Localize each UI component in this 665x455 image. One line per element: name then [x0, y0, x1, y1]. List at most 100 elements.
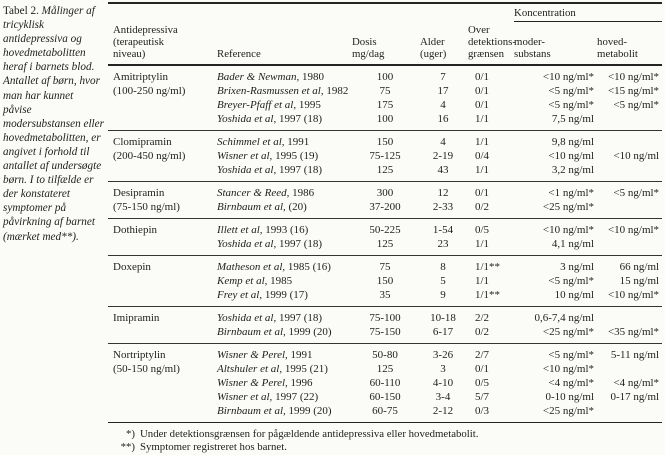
concentration-group-header: Koncentration: [514, 3, 663, 22]
reference-year: 1995 (19): [272, 149, 319, 162]
reference-cell: Wisner et al, 1995 (19): [217, 149, 352, 163]
mother-substance-value: <25 ng/ml*: [542, 200, 595, 213]
metabolite-value: 15 ng/ml: [619, 274, 660, 287]
reference-cell: Kemp et al, 1985: [217, 274, 352, 288]
metabolite-value: 0-17 ng/ml: [610, 390, 660, 403]
reference-year: 1986: [289, 186, 315, 199]
age-value: 43: [437, 163, 449, 176]
reference-year: 1980: [299, 70, 324, 83]
drug-level: (75-150 ng/ml): [113, 200, 180, 213]
age-value: 10-18: [430, 311, 456, 324]
table-row: (100-250 ng/ml) Brixen-Rasmussen et al, 1…: [108, 84, 662, 98]
drug-level: [108, 376, 217, 390]
reference-authors: Birnbaum et al,: [217, 404, 286, 417]
metabolite-value: <4 ng/ml*: [613, 376, 660, 389]
age-value: 5: [440, 274, 446, 287]
reference-cell: Wisner & Perel, 1996: [217, 376, 352, 390]
dose-value: 60-110: [369, 376, 401, 389]
reference-year: 1993 (16): [262, 223, 309, 236]
reference-authors: Altshuler et al,: [217, 362, 283, 375]
drug-name: Amitriptylin: [113, 70, 168, 83]
col-detection-limit: Over detektions- grænsen: [468, 23, 516, 60]
detection-value: 1/1: [475, 112, 490, 125]
dose-value: 75-125: [369, 149, 401, 162]
table-row: Kemp et al, 1985 150 5 1/1 <5 ng/ml* 15 ng/ml: [108, 274, 662, 288]
drug-level: (50-150 ng/ml): [113, 362, 180, 375]
detection-value: 0/1: [475, 84, 490, 97]
table-row: Yoshida et al, 1997 (18) 125 43 1/1 3,2 ng/m…: [108, 163, 662, 182]
reference-year: 1999 (17): [262, 288, 308, 301]
reference-year: 1997 (18): [276, 112, 323, 125]
reference-cell: Birnbaum et al, (20): [217, 200, 352, 219]
reference-year: (20): [285, 200, 307, 213]
mother-substance-value: <10 ng/ml*: [542, 70, 595, 83]
drug-level: [108, 163, 217, 182]
reference-year: 1991: [287, 348, 313, 361]
table-row: (50-150 ng/ml) Altshuler et al, 1995 (21)…: [108, 362, 662, 376]
table-row: Birnbaum et al, 1999 (20) 60-75 2-12 0/3 <25…: [108, 404, 662, 423]
drug-group: Amitriptylin Bader & Newman, 1980 100 7 0/1 <…: [108, 64, 663, 131]
dose-value: 75: [379, 260, 391, 273]
column-header-row: Antidepressiva (terapeutisk niveau) Refe…: [108, 22, 662, 65]
dose-value: 125: [376, 362, 394, 375]
reference-year: 1995: [296, 98, 321, 111]
table-header: Koncentration Antidepressiva (terapeutis…: [108, 3, 663, 65]
footnote-marker: **): [120, 441, 135, 453]
concentration-header-row: Koncentration: [108, 3, 663, 22]
table-row: Birnbaum et al, 1999 (20) 75-150 6-17 0/2 <2…: [108, 325, 662, 344]
mother-substance-value: <10 ng/ml*: [542, 223, 595, 236]
detection-value: 0/1: [475, 362, 490, 375]
header-spacer: [108, 3, 514, 22]
reference-year: 1996: [287, 376, 313, 389]
reference-authors: Bader & Newman,: [217, 70, 300, 83]
col-dose: Dosis mg/dag: [352, 35, 385, 60]
age-value: 4: [440, 135, 446, 148]
drug-level: [108, 404, 217, 423]
metabolite-value: [597, 200, 662, 219]
drug-name: Desipramin: [113, 186, 165, 199]
detection-value: 0/1: [475, 186, 490, 199]
dose-value: 175: [376, 98, 394, 111]
reference-authors: Yoshida et al,: [217, 237, 277, 250]
drug-name: Nortriptylin: [113, 348, 166, 361]
drug-name: Dothiepin: [113, 223, 157, 236]
reference-authors: Frey et al,: [217, 288, 263, 301]
table-row: (200-450 ng/ml) Wisner et al, 1995 (19) 75…: [108, 149, 662, 163]
mother-substance-value: <25 ng/ml*: [542, 404, 595, 417]
dose-value: 100: [376, 112, 394, 125]
reference-year: 1997 (18): [276, 237, 323, 250]
metabolite-value: <5 ng/ml*: [613, 98, 660, 111]
reference-cell: Yoshida et al, 1997 (18): [217, 163, 352, 182]
mother-substance-value: 0-10 ng/ml: [545, 390, 595, 403]
detection-value: 0/5: [475, 223, 490, 236]
table-row: (75-150 ng/ml) Birnbaum et al, (20) 37-200…: [108, 200, 662, 219]
drug-level: [108, 390, 217, 404]
age-value: 2-19: [432, 149, 454, 162]
reference-year: 1997 (18): [276, 163, 323, 176]
dose-value: 50-225: [369, 223, 401, 236]
footnote: **) Symptomer registreret hos barnet.: [108, 441, 662, 455]
metabolite-value: <10 ng/ml*: [607, 223, 660, 236]
detection-value: 0/2: [475, 325, 490, 338]
reference-cell: Brixen-Rasmussen et al, 1982: [217, 84, 352, 98]
reference-authors: Breyer-Pfaff et al,: [217, 98, 297, 111]
drug-level: [108, 325, 217, 344]
mother-substance-value: 4,1 ng/ml: [551, 237, 595, 250]
col-antidepressiva: Antidepressiva (terapeutisk niveau): [113, 23, 178, 60]
reference-authors: Yoshida et al,: [217, 112, 277, 125]
age-value: 3: [440, 362, 446, 375]
table-row: Yoshida et al, 1997 (18) 100 16 1/1 7,5 ng/m…: [108, 112, 662, 131]
footnote-marker: *): [126, 427, 135, 440]
reference-cell: Birnbaum et al, 1999 (20): [217, 404, 352, 423]
reference-year: 1982: [323, 84, 349, 97]
reference-cell: Yoshida et al, 1997 (18): [217, 112, 352, 131]
mother-substance-value: 10 ng/ml: [554, 288, 595, 301]
reference-cell: Wisner et al, 1997 (22): [217, 390, 352, 404]
metabolite-value: [597, 404, 662, 423]
col-main-metabolite: hoved- metabolit: [597, 35, 638, 60]
reference-cell: Schimmel et al, 1991: [217, 130, 352, 149]
mother-substance-value: <25 ng/ml*: [542, 325, 595, 338]
age-value: 17: [437, 84, 449, 97]
reference-year: 1995 (21): [282, 362, 328, 375]
detection-value: 2/7: [475, 348, 490, 361]
